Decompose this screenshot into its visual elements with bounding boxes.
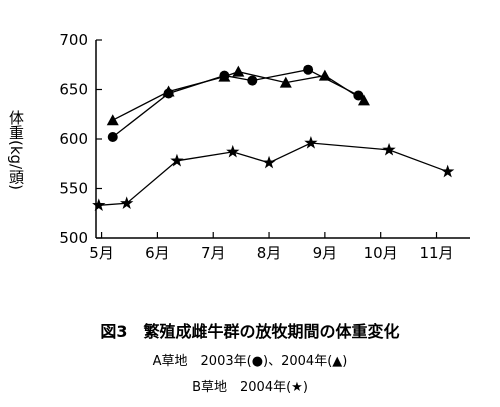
- x-tick-label: 9月: [313, 244, 338, 262]
- triangle-data-point: [318, 69, 331, 81]
- star-data-point: [92, 198, 106, 211]
- triangle-data-point: [232, 65, 245, 77]
- y-tick-label: 650: [59, 81, 88, 99]
- circle-data-point: [247, 75, 258, 86]
- x-axis-ticks: 5月 6月 7月 8月 9月 10月 11月: [89, 232, 454, 262]
- y-tick-label: 700: [59, 31, 88, 49]
- y-tick-label: 550: [59, 180, 88, 198]
- star-data-point: [120, 196, 134, 210]
- figure-note-pasture-b: B草地 2004年(★): [192, 380, 308, 395]
- triangle-data-point: [162, 85, 175, 97]
- triangle-data-point: [218, 70, 231, 82]
- circle-data-point: [107, 132, 118, 143]
- star-data-point: [226, 144, 240, 158]
- star-data-point: [441, 164, 455, 178]
- y-axis-ticks: 500 550 600 650 700: [59, 31, 102, 247]
- y-tick-label: 600: [59, 130, 88, 148]
- figure-note-pasture-a: A草地 2003年(●)、2004年(▲): [152, 354, 348, 369]
- x-tick-label: 10月: [364, 244, 398, 262]
- star-data-point: [304, 135, 318, 149]
- x-tick-label: 11月: [419, 244, 453, 262]
- weight-change-chart: 500 550 600 650 700 5月 6月 7月 8月 9月 10月 11月: [59, 31, 470, 262]
- figure-title: 図3 繁殖成雌牛群の放牧期間の体重変化: [100, 322, 400, 341]
- x-tick-label: 6月: [145, 244, 170, 262]
- series-line-circle: [112, 69, 359, 138]
- triangle-data-point: [106, 114, 119, 126]
- x-tick-label: 5月: [89, 244, 114, 262]
- x-tick-label: 8月: [257, 244, 282, 262]
- star-data-point: [170, 153, 184, 167]
- x-tick-label: 7月: [201, 244, 226, 262]
- triangle-data-point: [357, 94, 370, 106]
- triangle-data-point: [279, 76, 292, 88]
- star-data-point: [262, 155, 276, 169]
- circle-data-point: [303, 64, 314, 75]
- y-tick-label: 500: [59, 229, 88, 247]
- y-axis-label: 体重(kg/頭): [7, 110, 25, 190]
- series-line-star: [98, 142, 448, 206]
- star-data-point: [382, 142, 396, 156]
- data-series: [92, 64, 455, 211]
